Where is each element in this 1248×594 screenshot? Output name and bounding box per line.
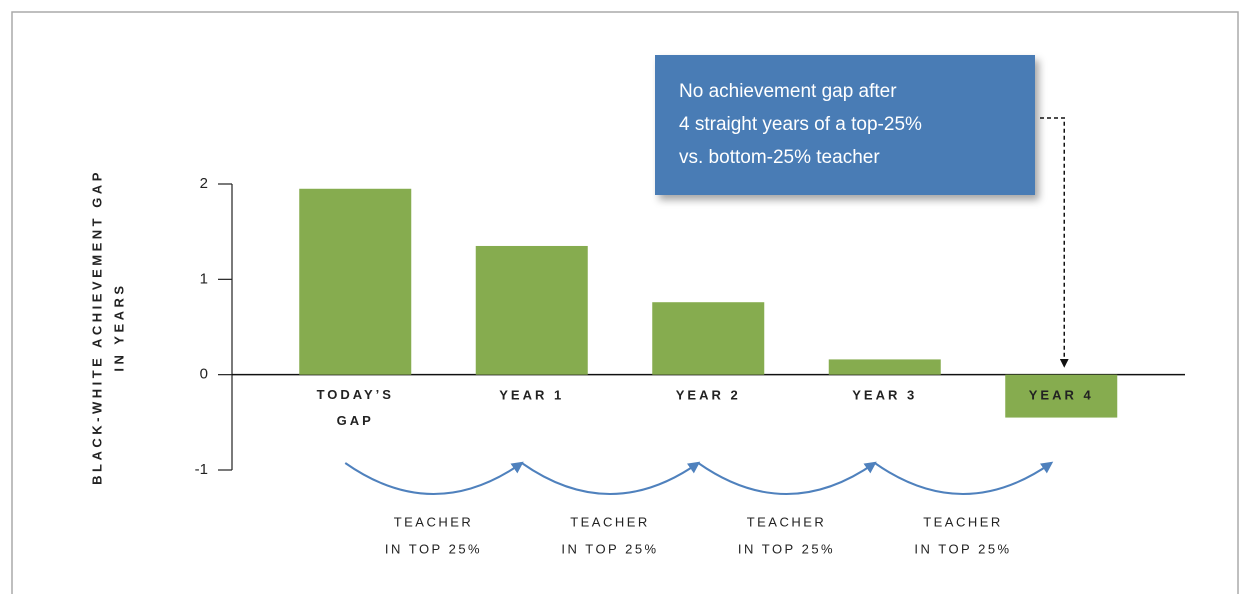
bar xyxy=(1005,374,1118,418)
bar xyxy=(475,245,588,375)
transition-label: IN TOP 25% xyxy=(561,541,658,556)
annotation-text: vs. bottom-25% teacher xyxy=(679,147,880,168)
transition-arrow xyxy=(697,461,877,495)
transition-label: TEACHER xyxy=(923,514,1003,529)
y-tick-label: 0 xyxy=(200,366,208,383)
transition-label: TEACHER xyxy=(747,514,827,529)
annotation-box xyxy=(655,55,1035,195)
transition-label: IN TOP 25% xyxy=(738,541,835,556)
x-tick-label: YEAR 4 xyxy=(1029,387,1094,402)
annotation-text: No achievement gap after xyxy=(679,81,897,102)
frame xyxy=(11,11,1239,594)
x-tick-label: YEAR 1 xyxy=(499,387,564,402)
transition-label: TEACHER xyxy=(570,514,650,529)
y-axis-label: BLACK-WHITE ACHIEVEMENT GAP xyxy=(89,169,104,485)
y-tick-label: 2 xyxy=(200,175,208,192)
x-tick-label: TODAY’S GAP xyxy=(317,387,394,428)
transition-arrow xyxy=(521,461,701,495)
bar xyxy=(828,359,941,375)
transition-arrow xyxy=(344,461,524,495)
bar xyxy=(299,188,412,375)
x-tick-label: YEAR 2 xyxy=(676,387,741,402)
transition-label: TEACHER xyxy=(394,514,474,529)
transition-arrow xyxy=(874,461,1054,495)
y-tick-label: -1 xyxy=(195,461,208,478)
y-tick-label: 1 xyxy=(200,270,208,287)
transition-label: IN TOP 25% xyxy=(914,541,1011,556)
x-tick-label: YEAR 3 xyxy=(852,387,917,402)
annotation-arrow xyxy=(1040,117,1069,368)
transition-label: IN TOP 25% xyxy=(385,541,482,556)
y-axis-label: IN YEARS xyxy=(111,282,126,371)
annotation-text: 4 straight years of a top-25% xyxy=(679,114,922,135)
bar xyxy=(652,302,765,375)
